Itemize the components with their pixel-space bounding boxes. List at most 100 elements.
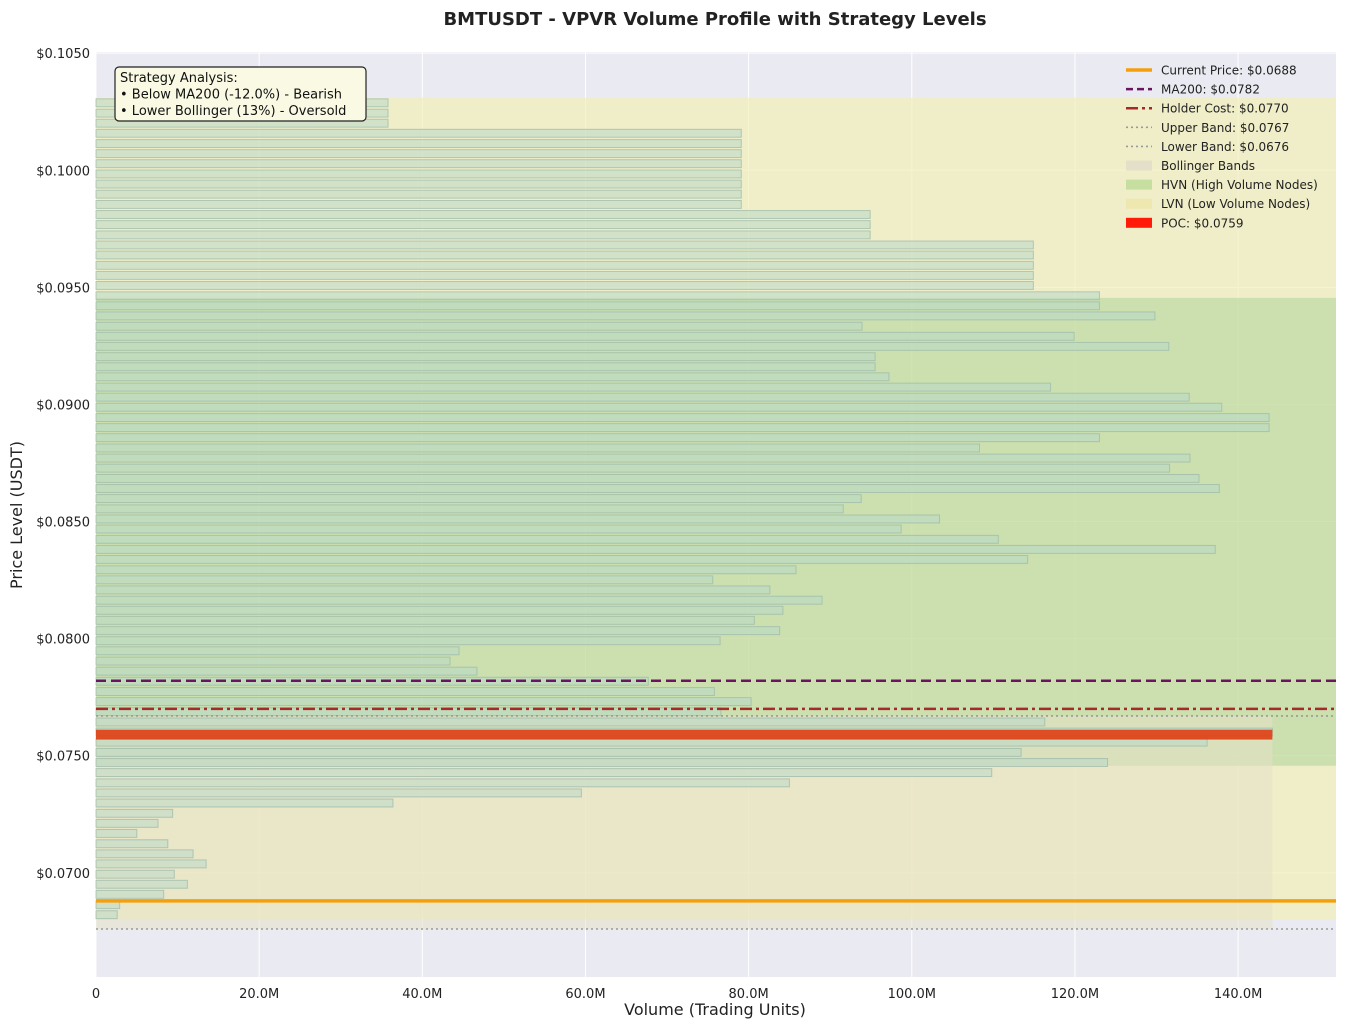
x-tick-label: 0 [92,987,100,1002]
volume-bar [95,585,771,595]
volume-bar [95,818,159,828]
legend-patch-swatch [1126,198,1152,209]
volume-bar [95,311,1156,321]
volume-bar [95,270,1034,280]
volume-bar [95,859,207,869]
legend-patch-swatch [1126,179,1152,190]
volume-bar [95,615,755,625]
volume-bar [95,910,118,920]
poc-bar [96,729,1273,740]
volume-bar [95,889,165,899]
volume-bar [95,128,742,138]
x-tick-label: 20.0M [239,987,279,1002]
x-tick-label: 140.0M [1214,987,1262,1002]
volume-bar [95,433,1100,443]
annotation-line: • Below MA200 (-12.0%) - Bearish [120,88,342,103]
y-tick-label: $0.0750 [36,750,90,765]
volume-bar [95,798,394,808]
volume-bar [95,575,714,585]
volume-bar [95,443,980,453]
volume-bar [95,281,1034,290]
legend-label: Holder Cost: $0.0770 [1161,102,1289,116]
legend-label: MA200: $0.0782 [1161,83,1260,97]
volume-bar [95,453,1191,463]
y-axis-title: Price Level (USDT) [7,441,26,589]
volume-bar [95,331,1075,341]
legend-patch-swatch [1126,217,1152,228]
volume-bar [95,666,478,676]
volume-bar [95,240,1034,250]
legend-label: Lower Band: $0.0676 [1161,140,1289,154]
volume-bar [95,646,460,656]
volume-bar [95,656,451,666]
y-tick-label: $0.0850 [36,516,90,531]
volume-bar [95,210,871,219]
volume-bar [95,534,999,544]
volume-bar [95,463,1171,473]
axes: 0 20.0M 40.0M 60.0M 80.0M 100.0M 120.0M 140.0M $… [36,47,1262,1002]
volume-bar [95,301,1100,311]
plot-area [95,52,1336,977]
volume-bar [95,839,169,849]
volume-bar [95,372,890,382]
volume-bar [95,494,862,504]
volume-bar [95,341,1170,351]
x-tick-label: 60.0M [565,987,605,1002]
x-tick-label: 120.0M [1051,987,1099,1002]
chart-title: BMTUSDT - VPVR Volume Profile with Strat… [443,9,986,30]
volume-bar [95,159,742,169]
volume-bar [95,849,194,859]
volume-bar [95,250,1034,260]
volume-bar [95,555,1029,564]
volume-bar [95,697,752,707]
volume-bar [95,869,175,879]
y-tick-label: $0.0950 [36,281,90,296]
volume-bar [95,413,1270,423]
volume-bar [95,747,1022,757]
volume-bar [95,392,1190,402]
volume-bar [95,758,1109,767]
volume-bar [95,179,742,189]
volume-bar [95,230,871,240]
bollinger-band [96,715,1273,929]
annotation-box [114,66,367,122]
volume-bar [95,544,1216,554]
volume-bar [95,626,781,636]
y-tick-label: $0.0900 [36,398,90,413]
volume-bar [95,595,823,605]
x-tick-label: 40.0M [402,987,442,1002]
volume-bar [95,788,582,798]
annotation-line: • Lower Bollinger (13%) - Oversold [120,104,346,119]
x-tick-label: 80.0M [729,987,769,1002]
strategy-annotation: Strategy Analysis: • Below MA200 (-12.0%)… [114,66,367,122]
legend: Current Price: $0.0688 MA200: $0.0782 Hold… [1126,64,1318,230]
volume-bar [95,382,1051,392]
volume-bar [95,402,1223,412]
legend-label: POC: $0.0759 [1161,216,1244,230]
volume-bar [95,514,941,524]
volume-bar [95,199,742,209]
volume-bar [95,169,742,179]
volume-bar [95,189,742,199]
volume-bar [95,524,902,534]
volume-bar [95,636,721,646]
volume-bar [95,321,863,331]
y-tick-label: $0.0800 [36,633,90,648]
volume-bar [95,808,174,818]
volume-bar [95,879,188,889]
y-tick-label: $0.1050 [36,47,90,62]
volume-bar [95,423,1270,433]
volume-bar [95,484,1220,493]
volume-bar [95,139,742,149]
volume-bar [95,504,844,514]
volume-bar [95,707,722,717]
volume-bar [95,768,993,778]
volume-bar [95,687,715,696]
volume-bar [95,828,138,838]
x-tick-label: 100.0M [888,987,936,1002]
volume-bar [95,778,790,788]
y-tick-label: $0.1000 [36,164,90,179]
annotation-line: Strategy Analysis: [120,71,238,86]
